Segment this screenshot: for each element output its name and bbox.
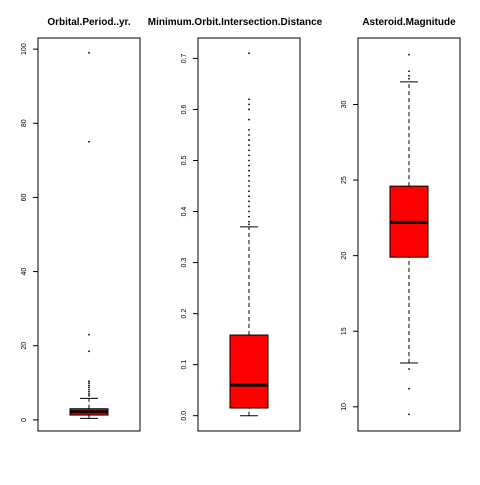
outlier-point	[408, 53, 410, 56]
y-tick-label: 0	[21, 418, 28, 422]
outlier-point	[248, 164, 250, 167]
y-tick-label: 40	[21, 268, 28, 276]
outlier-point	[88, 382, 90, 385]
outlier-point	[88, 380, 90, 383]
outlier-point	[248, 185, 250, 187]
y-tick-label: 100	[21, 43, 28, 55]
y-tick-label: 20	[341, 252, 348, 260]
outlier-point	[88, 390, 90, 393]
outlier-point	[248, 180, 250, 182]
plot-frame	[357, 37, 461, 432]
outlier-point	[248, 169, 250, 172]
outlier-point	[248, 223, 250, 226]
outlier-point	[248, 134, 250, 136]
outlier-point	[248, 98, 250, 101]
outlier-point	[248, 174, 250, 177]
y-tick-label: 0.4	[181, 207, 188, 217]
y-tick-label: 0.2	[181, 309, 188, 319]
outlier-point	[408, 413, 410, 416]
outlier-point	[248, 139, 250, 141]
outlier-point	[88, 394, 90, 397]
outlier-point	[248, 154, 250, 157]
outlier-point	[88, 384, 90, 387]
outlier-point	[88, 333, 90, 336]
outlier-point	[248, 149, 250, 152]
y-tick-label: 25	[341, 176, 348, 184]
outlier-point	[408, 368, 410, 370]
y-tick-label: 0.6	[181, 104, 188, 114]
panel-title: Minimum.Orbit.Intersection.Distance	[148, 17, 323, 28]
panel-asteroid-magnitude: Asteroid.Magnitude 10 15 20 25 30	[341, 17, 461, 432]
outlier-point	[248, 108, 250, 111]
outlier-point	[88, 350, 90, 353]
panel-title: Asteroid.Magnitude	[362, 17, 456, 28]
y-tick-label: 0.3	[181, 258, 188, 268]
outlier-point	[248, 190, 250, 193]
y-tick-label: 0.0	[181, 411, 188, 421]
outlier-point	[88, 386, 90, 389]
y-tick-label: 80	[21, 119, 28, 127]
plot-frame	[197, 37, 301, 432]
outlier-point	[248, 103, 250, 106]
y-tick-label: 0.7	[181, 53, 188, 63]
panel-orbital-period: Orbital.Period..yr. 0 20 40 60 80 100	[21, 17, 141, 432]
outlier-point	[248, 159, 250, 162]
outlier-point	[248, 215, 250, 218]
outlier-point	[88, 388, 90, 391]
outlier-point	[248, 195, 250, 198]
y-tick-label: 0.1	[181, 360, 188, 370]
y-tick-label: 20	[21, 342, 28, 350]
y-tick-label: 60	[21, 193, 28, 201]
outlier-point	[248, 144, 250, 147]
outlier-point	[248, 52, 250, 55]
outlier-point	[88, 51, 90, 54]
outlier-point	[248, 118, 250, 121]
outlier-point	[408, 74, 410, 77]
panel-moid: Minimum.Orbit.Intersection.Distance 0.0 0…	[148, 17, 323, 432]
outlier-point	[408, 387, 410, 390]
outlier-point	[88, 393, 90, 395]
outlier-point	[248, 210, 250, 213]
y-tick-label: 10	[341, 403, 348, 411]
y-tick-label: 30	[341, 101, 348, 109]
outlier-point	[248, 205, 250, 208]
y-tick-label: 0.5	[181, 156, 188, 166]
outlier-point	[248, 200, 250, 203]
plot-frame	[37, 37, 141, 432]
outlier-point	[248, 220, 250, 223]
y-tick-label: 15	[341, 327, 348, 335]
outlier-point	[408, 70, 410, 73]
outlier-point	[408, 77, 410, 80]
panel-title: Orbital.Period..yr.	[47, 17, 131, 28]
iqr-box	[229, 334, 269, 409]
outlier-point	[88, 140, 90, 143]
outlier-point	[248, 128, 250, 131]
